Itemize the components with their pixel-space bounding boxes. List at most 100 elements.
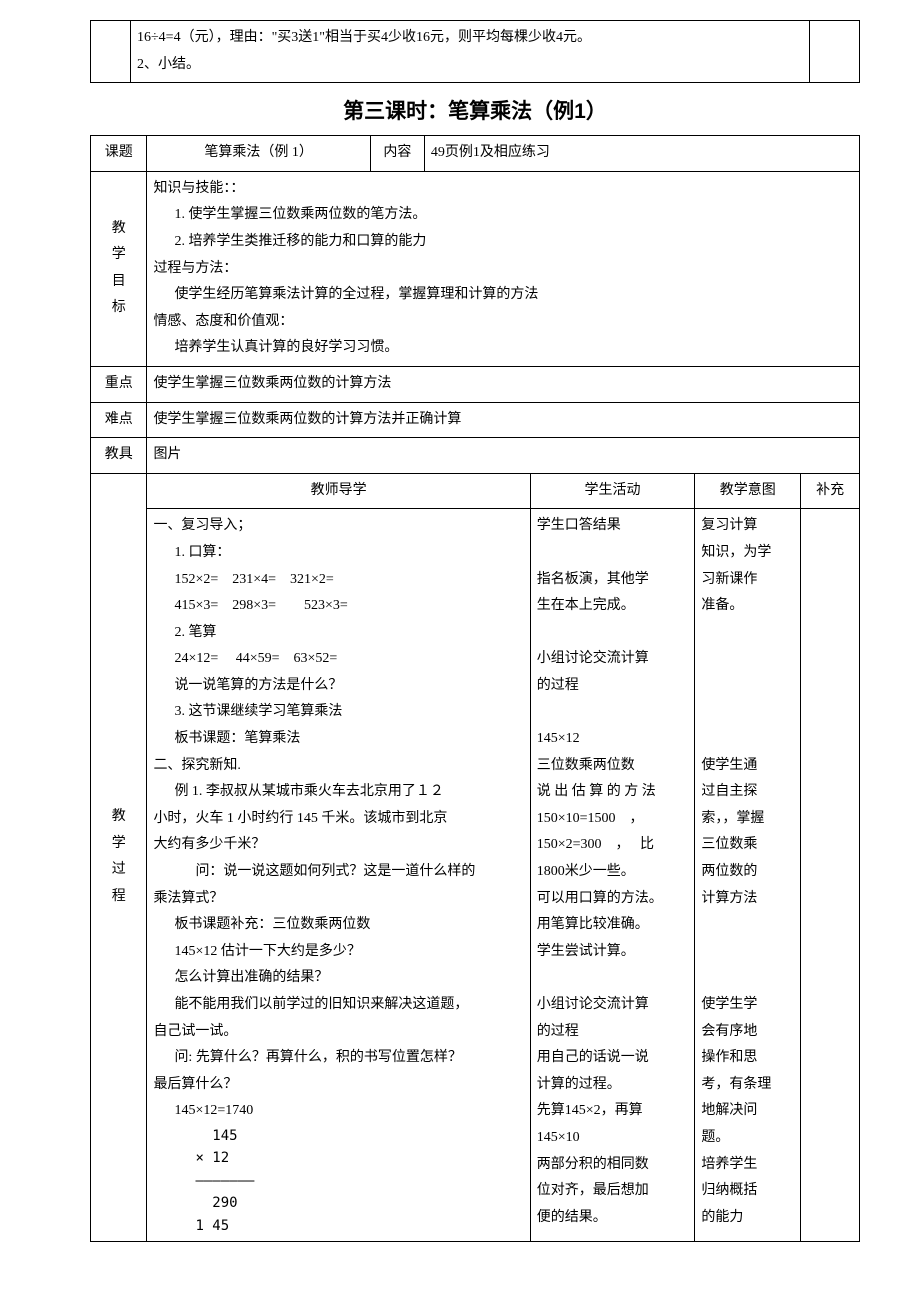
intent-line <box>701 944 705 959</box>
teacher-line: 152×2= 231×4= 321×2= <box>153 567 523 594</box>
difficulty-row: 难点 使学生掌握三位数乘两位数的计算方法并正确计算 <box>91 402 860 438</box>
intent-line: 地解决问 <box>701 1103 757 1118</box>
objective-line: 培养学生认真计算的良好学习习惯。 <box>153 335 853 362</box>
proc-char-2: 学 <box>97 831 140 858</box>
header-sup: 补充 <box>801 473 860 509</box>
teacher-line: 小时，火车 1 小时约行 145 千米。该城市到北京 <box>153 811 447 826</box>
teacher-line: 大约有多少千米？ <box>153 837 265 852</box>
student-line: 先算145×2，再算 <box>537 1103 643 1118</box>
intent-line: 题。 <box>701 1130 729 1145</box>
top-content-cell: 16÷4=4（元），理由："买3送1"相当于买4少收16元，则平均每棵少收4元。… <box>131 21 810 83</box>
teacher-line: 怎么计算出准确的结果？ <box>153 965 523 992</box>
student-line <box>537 545 541 560</box>
proc-char-4: 过 <box>97 857 140 884</box>
teacher-line: 最后算什么？ <box>153 1077 237 1092</box>
aids-text: 图片 <box>147 438 860 474</box>
student-line: 用笔算比较准确。 <box>537 917 649 932</box>
student-line: 145×12 <box>537 731 580 746</box>
label-topic: 课题 <box>91 136 147 172</box>
intent-line <box>701 731 705 746</box>
teacher-line: 能不能用我们以前学过的旧知识来解决这道题， <box>153 992 523 1019</box>
intent-line: 索，，掌握 <box>701 811 764 826</box>
student-line: 指名板演，其他学 <box>537 572 649 587</box>
student-line: 的过程 <box>537 1024 579 1039</box>
intent-line: 归纳概括 <box>701 1183 757 1198</box>
teacher-line: 24×12= 44×59= 63×52= <box>153 646 523 673</box>
objective-line: 1. 使学生掌握三位数乘两位数的笔方法。 <box>153 202 853 229</box>
intent-line: 使学生学 <box>701 997 757 1012</box>
student-line: 150×10=1500 ， <box>537 811 644 826</box>
intent-line: 三位数乘 <box>701 837 757 852</box>
label-process: 教 学 过 程 <box>91 473 147 1241</box>
teacher-line: 二、探究新知. <box>153 758 241 773</box>
objective-line: 知识与技能：： <box>153 181 244 196</box>
obj-char-0: 教 <box>97 216 140 243</box>
teacher-line: 415×3= 298×3= 523×3= <box>153 593 523 620</box>
student-line: 小组讨论交流计算 <box>537 651 649 666</box>
proc-char-6: 程 <box>97 884 140 911</box>
teacher-line: 说一说笔算的方法是什么？ <box>153 673 523 700</box>
proc-char-0: 教 <box>97 804 140 831</box>
intent-line: 操作和思 <box>701 1050 757 1065</box>
intent-line: 考，有条理 <box>701 1077 771 1092</box>
label-objectives: 教 学 目 标 <box>91 171 147 366</box>
objective-line: 情感、态度和价值观： <box>153 314 293 329</box>
intent-line <box>701 651 705 666</box>
teacher-line: 1. 口算： <box>153 540 523 567</box>
intent-line <box>701 678 705 693</box>
top-fragment-table: 16÷4=4（元），理由："买3送1"相当于买4少收16元，则平均每棵少收4元。… <box>90 20 860 83</box>
intent-line: 复习计算 <box>701 518 757 533</box>
student-cell: 学生口答结果 指名板演，其他学生在本上完成。 小组讨论交流计算的过程 145×1… <box>530 509 695 1242</box>
teacher-line: 问: 先算什么？再算什么，积的书写位置怎样？ <box>153 1045 523 1072</box>
obj-char-3: 标 <box>97 295 140 322</box>
student-line: 150×2=300 ， 比 <box>537 837 654 852</box>
intent-line: 会有序地 <box>701 1024 757 1039</box>
objective-line: 2. 培养学生类推迁移的能力和口算的能力 <box>153 229 853 256</box>
teacher-line: 板书课题：笔算乘法 <box>153 726 523 753</box>
intent-line: 习新课作 <box>701 572 757 587</box>
student-line: 学生口答结果 <box>537 518 621 533</box>
topic-value: 笔算乘法（例 1） <box>147 136 370 172</box>
top-empty-cell <box>91 21 131 83</box>
intent-line <box>701 970 705 985</box>
objectives-content: 知识与技能：： 1. 使学生掌握三位数乘两位数的笔方法。2. 培养学生类推迁移的能… <box>147 171 860 366</box>
student-line <box>537 970 541 985</box>
intent-line: 过自主探 <box>701 784 757 799</box>
student-line: 1800米少一些。 <box>537 864 635 879</box>
intent-line: 两位数的 <box>701 864 757 879</box>
difficulty-text: 使学生掌握三位数乘两位数的计算方法并正确计算 <box>147 402 860 438</box>
teacher-line: 问：说一说这题如何列式？这是一道什么样的 <box>153 859 523 886</box>
student-line: 145×10 <box>537 1130 580 1145</box>
student-line: 可以用口算的方法。 <box>537 891 663 906</box>
student-line: 位对齐，最后想加 <box>537 1183 649 1198</box>
teacher-line: 自己试一试。 <box>153 1024 237 1039</box>
process-header-row: 教 学 过 程 教师导学 学生活动 教学意图 补充 <box>91 473 860 509</box>
teacher-line: 例 1. 李叔叔从某城市乘火车去北京用了１２ <box>153 779 523 806</box>
label-keypoint: 重点 <box>91 366 147 402</box>
obj-char-2: 目 <box>97 269 140 296</box>
objective-line: 过程与方法： <box>153 261 237 276</box>
keypoint-text: 使学生掌握三位数乘两位数的计算方法 <box>147 366 860 402</box>
page-title: 第三课时：笔算乘法（例1） <box>90 95 860 125</box>
intent-line: 培养学生 <box>701 1157 757 1172</box>
intent-line: 准备。 <box>701 598 743 613</box>
intent-line <box>701 625 705 640</box>
process-body-row: 一、复习导入；1. 口算：152×2= 231×4= 321×2=415×3= … <box>91 509 860 1242</box>
student-line: 小组讨论交流计算 <box>537 997 649 1012</box>
student-line: 学生尝试计算。 <box>537 944 635 959</box>
student-line <box>537 704 541 719</box>
teacher-cell: 一、复习导入；1. 口算：152×2= 231×4= 321×2=415×3= … <box>147 509 530 1242</box>
header-row: 课题 笔算乘法（例 1） 内容 49页例1及相应练习 <box>91 136 860 172</box>
header-intent: 教学意图 <box>695 473 801 509</box>
student-line: 用自己的话说一说 <box>537 1050 649 1065</box>
student-line: 两部分积的相同数 <box>537 1157 649 1172</box>
content-value: 49页例1及相应练习 <box>424 136 859 172</box>
intent-line: 知识，为学 <box>701 545 771 560</box>
aids-row: 教具 图片 <box>91 438 860 474</box>
intent-cell: 复习计算知识，为学习新课作准备。 使学生通过自主探索，，掌握三位数乘两位数的计算… <box>695 509 801 1242</box>
teacher-line: 145×12=1740 <box>153 1098 523 1125</box>
header-teacher: 教师导学 <box>147 473 530 509</box>
header-student: 学生活动 <box>530 473 695 509</box>
intent-line: 使学生通 <box>701 758 757 773</box>
keypoint-row: 重点 使学生掌握三位数乘两位数的计算方法 <box>91 366 860 402</box>
